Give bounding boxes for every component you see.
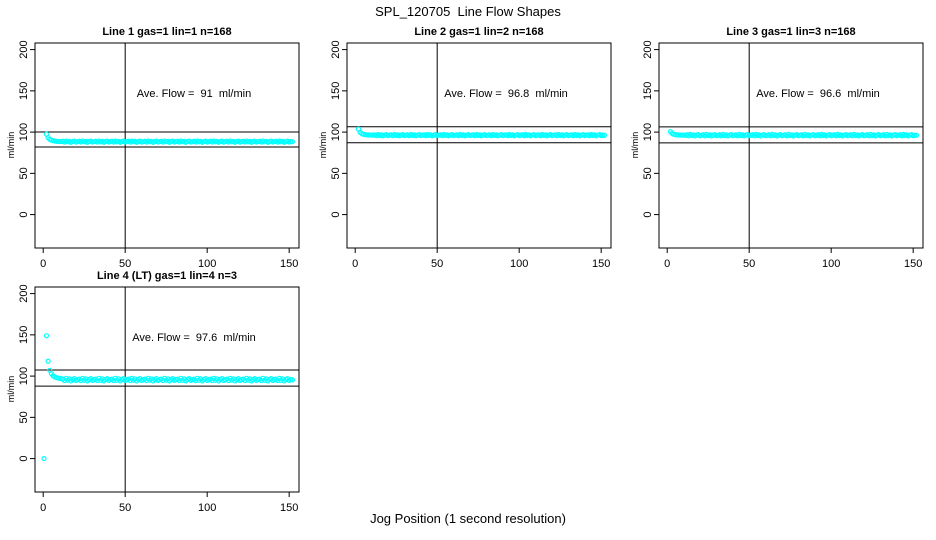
x-tick-label: 150 — [280, 502, 298, 512]
data-point — [601, 132, 608, 138]
x-tick-label: 150 — [592, 258, 610, 268]
y-tick-label: 200 — [330, 40, 342, 58]
y-tick-label: 100 — [18, 123, 30, 141]
x-tick-label: 0 — [40, 258, 46, 268]
x-tick-label: 100 — [822, 258, 840, 268]
plot-box — [346, 42, 612, 249]
panel-title: Line 2 gas=1 lin=2 n=168 — [414, 26, 544, 38]
y-tick-label: 50 — [18, 411, 30, 423]
plot-box — [34, 42, 300, 249]
x-tick-label: 100 — [198, 502, 216, 512]
y-tick-label: 150 — [18, 326, 30, 344]
plot-box — [658, 42, 924, 249]
y-axis-label: ml/min — [6, 131, 16, 159]
x-axis-label: Jog Position (1 second resolution) — [370, 511, 566, 526]
y-tick-label: 50 — [18, 167, 30, 179]
y-tick-label: 0 — [18, 456, 30, 462]
x-tick-label: 50 — [431, 258, 443, 268]
plot-area-line-2: 0 50 100 150 0 50 100 150 200 — [330, 40, 612, 268]
y-tick-label: 100 — [18, 367, 30, 385]
data-point — [41, 455, 47, 462]
panel-line-2: 0 50 100 150 0 50 100 150 200 Line 2 gas=1 lin=2… — [312, 0, 625, 268]
data-point — [43, 333, 50, 339]
plot-area-line-4: 0 50 100 150 0 50 100 150 200 — [18, 284, 300, 512]
y-tick-label: 0 — [642, 212, 654, 218]
panel-line-1: 0 50 100 150 0 50 100 150 200 Line 1 gas=1 lin=1… — [0, 0, 313, 268]
panel-title: Line 4 (LT) gas=1 lin=4 n=3 — [96, 270, 238, 282]
x-tick-label: 150 — [280, 258, 298, 268]
y-tick-label: 0 — [18, 212, 30, 218]
plot-box — [34, 286, 300, 493]
y-tick-label: 0 — [330, 212, 342, 218]
x-tick-label: 100 — [198, 258, 216, 268]
panel-line-4: 0 50 100 150 0 50 100 150 200 Line 4 (LT) gas=1 … — [0, 244, 313, 512]
x-tick-label: 50 — [743, 258, 755, 268]
y-tick-label: 200 — [18, 284, 30, 302]
panel-line-3: 0 50 100 150 0 50 100 150 200 Line 3 gas=1 lin=3… — [624, 0, 936, 268]
y-axis-label: ml/min — [630, 131, 640, 159]
y-axis-label: ml/min — [318, 131, 328, 159]
page-title: SPL_120705 Line Flow Shapes — [375, 4, 561, 19]
y-tick-label: 200 — [642, 40, 654, 58]
plot-area-line-3: 0 50 100 150 0 50 100 150 200 — [642, 40, 924, 268]
ave-flow-annotation: Ave. Flow = 96.6 ml/min — [756, 88, 880, 100]
panel-title: Line 1 gas=1 lin=1 n=168 — [102, 26, 232, 38]
y-axis-label: ml/min — [6, 375, 16, 403]
plot-area-line-1: 0 50 100 150 0 50 100 150 200 — [18, 40, 300, 268]
data-point — [289, 377, 296, 383]
ave-flow-annotation: Ave. Flow = 91 ml/min — [136, 88, 252, 100]
y-tick-label: 100 — [330, 123, 342, 141]
y-tick-label: 150 — [330, 82, 342, 100]
panel-title: Line 3 gas=1 lin=3 n=168 — [726, 26, 856, 38]
data-point — [913, 132, 920, 138]
y-tick-label: 150 — [642, 82, 654, 100]
x-tick-label: 50 — [119, 502, 131, 512]
x-tick-label: 150 — [904, 258, 922, 268]
ave-flow-annotation: Ave. Flow = 96.8 ml/min — [444, 88, 568, 100]
y-tick-label: 100 — [642, 123, 654, 141]
ave-flow-annotation: Ave. Flow = 97.6 ml/min — [132, 332, 256, 344]
x-tick-label: 0 — [40, 502, 46, 512]
x-tick-label: 0 — [352, 258, 358, 268]
x-tick-label: 50 — [119, 258, 131, 268]
y-tick-label: 150 — [18, 82, 30, 100]
x-tick-label: 0 — [664, 258, 670, 268]
y-tick-label: 50 — [642, 167, 654, 179]
x-tick-label: 100 — [510, 258, 528, 268]
data-point — [289, 139, 296, 145]
y-tick-label: 50 — [330, 167, 342, 179]
data-point — [45, 358, 51, 364]
y-tick-label: 200 — [18, 40, 30, 58]
